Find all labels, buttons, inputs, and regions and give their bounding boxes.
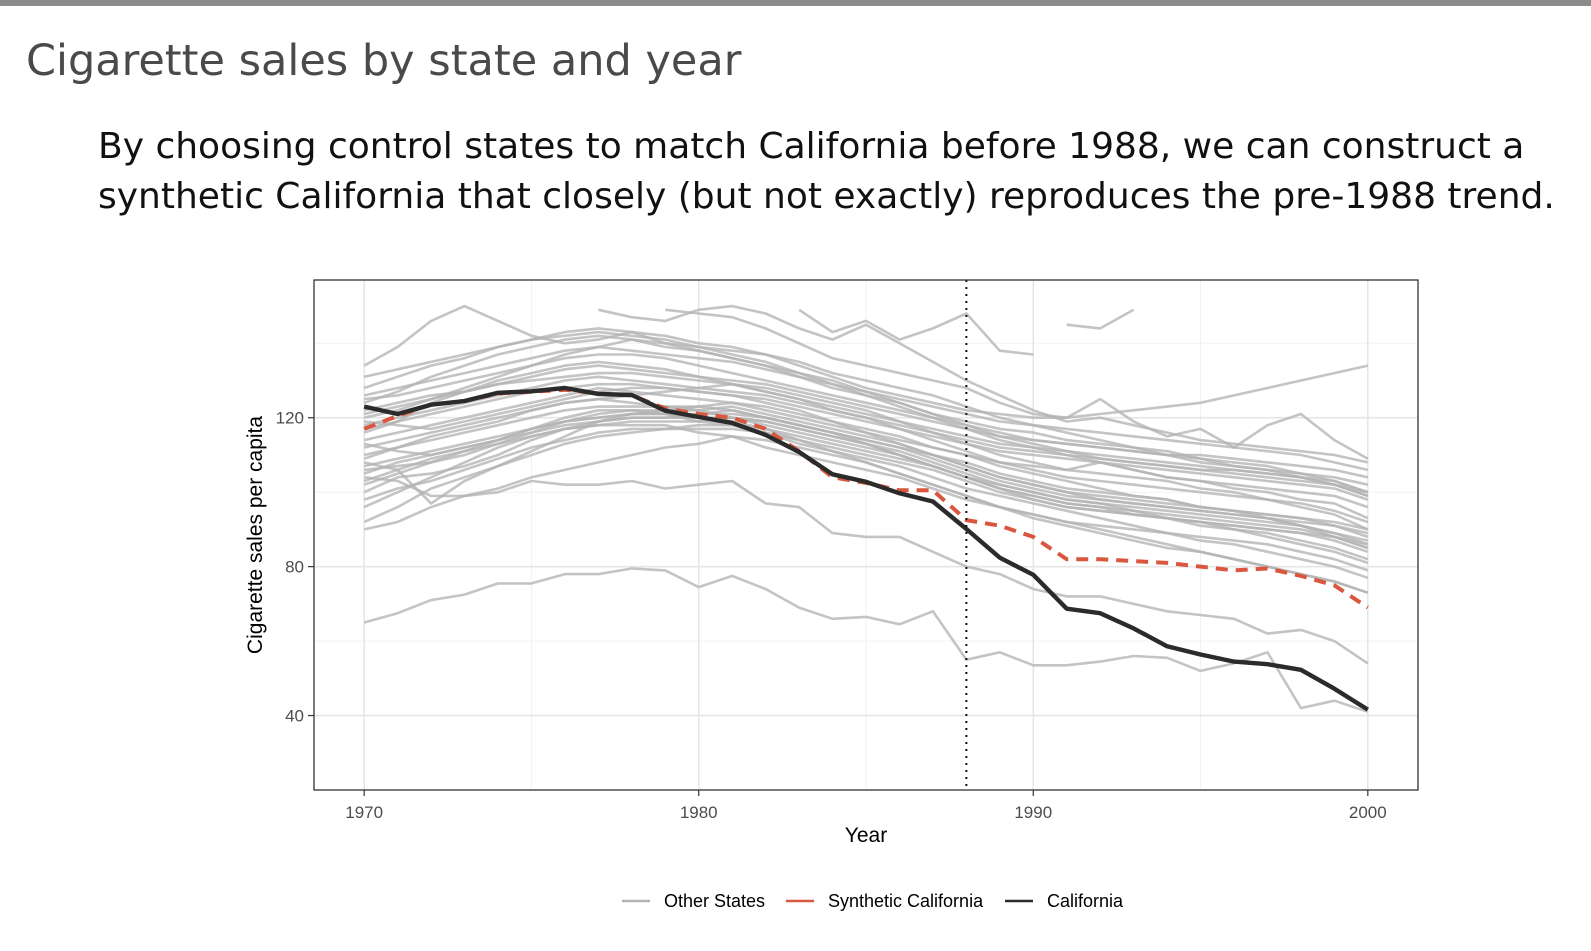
other-state-line xyxy=(363,304,1369,486)
lines-layer xyxy=(363,304,1369,714)
x-tick-label: 1970 xyxy=(345,803,383,822)
top-bar xyxy=(0,0,1591,6)
y-axis-title: Cigarette sales per capita xyxy=(244,416,267,654)
y-tick-label: 120 xyxy=(276,409,304,428)
other-state-line xyxy=(798,308,1034,356)
y-tick-label: 80 xyxy=(285,558,304,577)
other-state-line xyxy=(363,423,1369,565)
grid-layer xyxy=(314,280,1418,790)
panel-border xyxy=(313,279,1419,791)
x-tick-label: 1980 xyxy=(680,803,718,822)
other-state-line xyxy=(363,330,1369,509)
axis-layer: 1970 1980 1990 2000 40 80 120 xyxy=(276,409,1387,822)
other-state-line xyxy=(363,412,1369,594)
other-state-line xyxy=(363,364,1369,479)
other-state-line xyxy=(363,567,1369,714)
slide-body-line-2: synthetic California that closely (but n… xyxy=(98,176,1555,217)
legend-item-california-label: California xyxy=(1047,891,1124,911)
y-tick-label: 40 xyxy=(285,707,304,726)
other-state-line xyxy=(1066,308,1135,330)
slide-title: Cigarette sales by state and year xyxy=(26,36,742,86)
legend: Other States Synthetic California Californ… xyxy=(622,891,1124,911)
slide-body-line-1: By choosing control states to match Cali… xyxy=(98,126,1525,167)
x-axis-title: Year xyxy=(845,824,887,847)
legend-item-other-states-label: Other States xyxy=(664,891,765,911)
slide-body: By choosing control states to match Cali… xyxy=(98,122,1568,222)
x-tick-label: 1990 xyxy=(1014,803,1052,822)
california-line xyxy=(363,385,1369,712)
other-state-line xyxy=(665,308,1369,460)
other-state-line xyxy=(363,479,1369,665)
other-state-line xyxy=(363,416,1369,542)
other-state-line xyxy=(364,386,1369,531)
other-state-line xyxy=(363,412,1369,546)
other-state-line xyxy=(363,371,1369,498)
legend-item-synthetic-california-label: Synthetic California xyxy=(828,891,984,911)
other-state-line xyxy=(364,353,1369,494)
other-state-line xyxy=(363,382,1369,531)
x-tick-label: 2000 xyxy=(1349,803,1387,822)
